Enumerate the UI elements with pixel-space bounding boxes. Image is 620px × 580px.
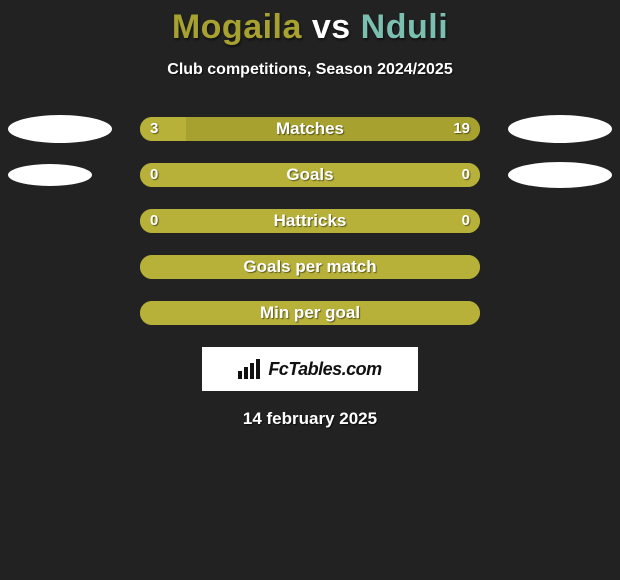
stat-label: Goals <box>140 163 480 187</box>
logo-box: FcTables.com <box>202 347 418 391</box>
infographic-date: 14 february 2025 <box>0 409 620 429</box>
title-vs: vs <box>312 8 351 46</box>
stat-label: Min per goal <box>140 301 480 325</box>
stat-label: Hattricks <box>140 209 480 233</box>
stat-row: Hattricks0 0 <box>0 209 620 233</box>
stat-row: Matches3 19 <box>0 117 620 141</box>
stat-row: Goals0 0 <box>0 163 620 187</box>
team-badge-left <box>8 115 112 143</box>
stat-value-left: 0 <box>150 209 158 233</box>
title-player1: Mogaila <box>172 8 302 46</box>
stat-value-left: 3 <box>150 117 158 141</box>
team-badge-left <box>8 164 92 186</box>
stat-value-right: 0 <box>462 163 470 187</box>
logo-text: FcTables.com <box>268 359 381 380</box>
team-badge-right <box>508 162 612 188</box>
stat-label: Matches <box>140 117 480 141</box>
stat-value-right: 19 <box>453 117 470 141</box>
stat-value-right: 0 <box>462 209 470 233</box>
stat-row: Min per goal <box>0 301 620 325</box>
bars-icon <box>238 359 266 379</box>
subtitle: Club competitions, Season 2024/2025 <box>0 61 620 79</box>
stat-rows: Matches319Goals00Hattricks00Goals per ma… <box>0 117 620 325</box>
comparison-title: Mogaila vs Nduli <box>0 0 620 47</box>
stat-row: Goals per match <box>0 255 620 279</box>
stat-label: Goals per match <box>140 255 480 279</box>
stat-value-left: 0 <box>150 163 158 187</box>
title-player2: Nduli <box>361 8 448 46</box>
team-badge-right <box>508 115 612 143</box>
